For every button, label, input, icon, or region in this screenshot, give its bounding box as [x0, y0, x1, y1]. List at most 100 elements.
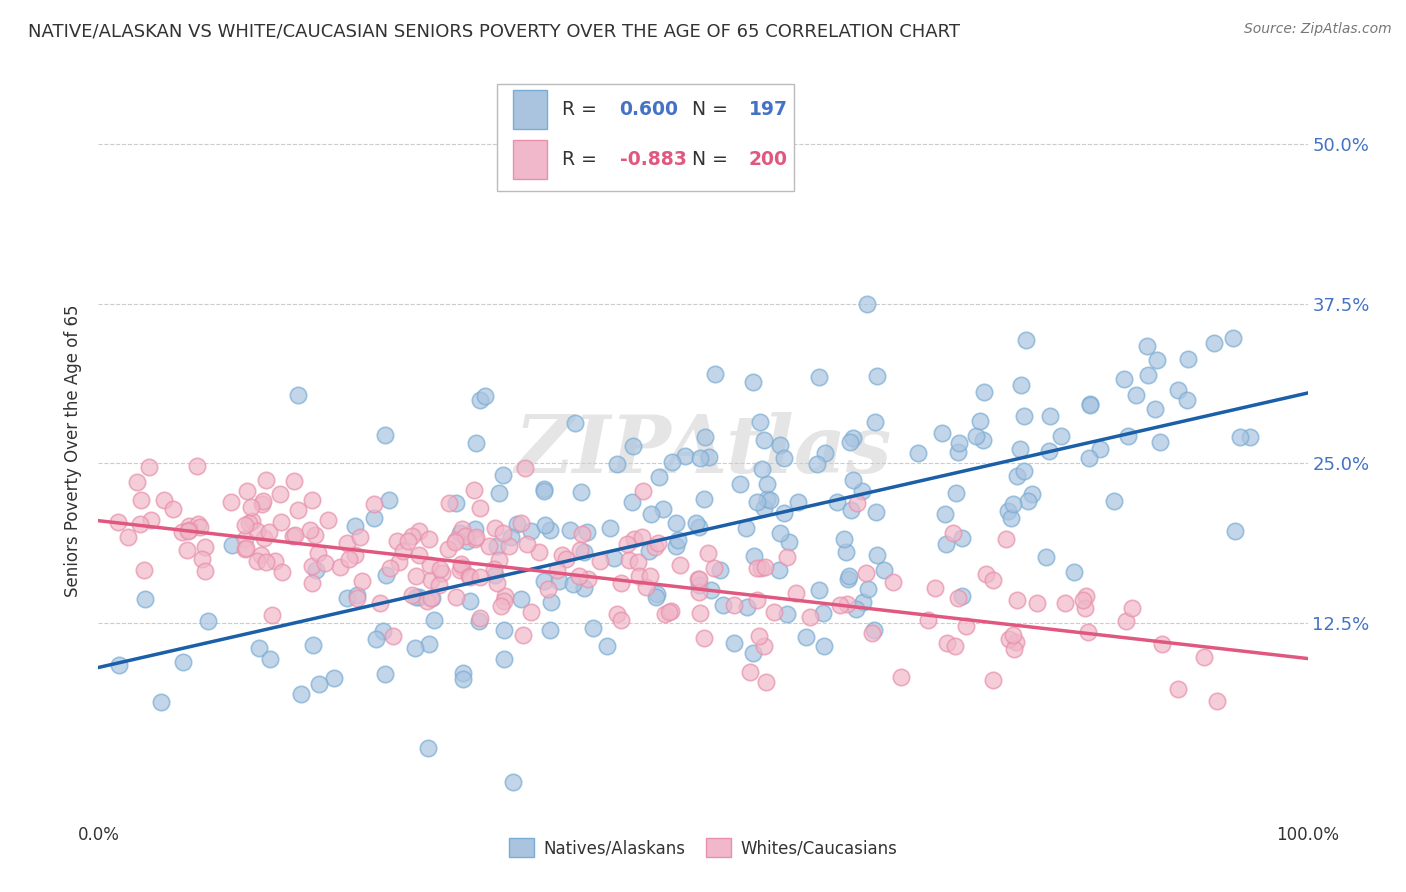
Point [468, 393, 491, 408]
Point [685, 516, 707, 530]
Point [464, 522, 486, 536]
Point [873, 563, 896, 577]
Point [134, 592, 156, 607]
Point [588, 554, 610, 568]
Point [1002, 628, 1025, 642]
Point [254, 473, 277, 487]
Point [890, 670, 912, 684]
Point [834, 545, 856, 559]
Point [1078, 397, 1101, 411]
Point [287, 502, 309, 516]
Point [456, 533, 478, 548]
Point [1175, 392, 1198, 407]
Point [450, 557, 472, 571]
Point [695, 430, 717, 444]
Legend: Natives/Alaskans, Whites/Caucasians: Natives/Alaskans, Whites/Caucasians [502, 831, 904, 864]
Point [235, 541, 257, 556]
Point [1001, 497, 1024, 511]
Point [305, 563, 328, 577]
Point [388, 555, 411, 569]
Point [1112, 372, 1135, 386]
Point [281, 529, 304, 543]
Point [735, 599, 758, 614]
Point [269, 487, 291, 501]
Point [851, 484, 873, 499]
Point [343, 548, 366, 562]
Point [385, 534, 408, 549]
Point [659, 604, 682, 618]
Point [704, 368, 727, 382]
Text: 0.600: 0.600 [620, 100, 679, 119]
Point [510, 592, 533, 607]
Point [1116, 428, 1139, 442]
Point [546, 563, 568, 577]
Point [976, 566, 998, 581]
Point [378, 493, 401, 508]
Point [756, 477, 779, 491]
Point [948, 436, 970, 450]
Point [451, 672, 474, 686]
Point [942, 525, 965, 540]
Point [107, 657, 129, 672]
Point [467, 615, 489, 629]
Point [1004, 635, 1026, 649]
Point [1076, 589, 1098, 603]
FancyBboxPatch shape [513, 140, 547, 178]
Point [474, 389, 496, 403]
Point [665, 539, 688, 553]
Point [1008, 442, 1031, 456]
Point [450, 523, 472, 537]
Point [416, 593, 439, 607]
Point [308, 677, 330, 691]
Point [1204, 335, 1226, 350]
Point [240, 514, 263, 528]
Point [538, 523, 561, 537]
Point [631, 530, 654, 544]
Point [336, 591, 359, 605]
Point [950, 531, 973, 545]
Point [1063, 565, 1085, 579]
Point [1225, 524, 1247, 539]
Point [842, 473, 865, 487]
Point [364, 632, 387, 646]
Point [420, 591, 443, 605]
Point [177, 523, 200, 537]
Point [735, 521, 758, 535]
Point [776, 550, 799, 565]
Point [444, 533, 467, 547]
Point [443, 535, 465, 549]
Point [270, 565, 292, 579]
Point [569, 543, 592, 558]
Point [841, 503, 863, 517]
Text: 200: 200 [749, 150, 787, 169]
Point [316, 513, 339, 527]
Point [969, 414, 991, 428]
Point [696, 545, 718, 559]
Point [814, 446, 837, 460]
Point [548, 574, 571, 588]
Point [768, 563, 790, 577]
Point [863, 416, 886, 430]
Point [571, 527, 593, 541]
Point [470, 570, 492, 584]
Point [236, 483, 259, 498]
Point [827, 494, 849, 508]
Point [430, 566, 453, 580]
Point [1077, 625, 1099, 640]
Point [129, 493, 152, 508]
Point [444, 590, 467, 604]
Point [375, 567, 398, 582]
Point [807, 583, 830, 598]
Text: R =: R = [561, 150, 602, 169]
Point [860, 626, 883, 640]
Point [346, 588, 368, 602]
Point [640, 507, 662, 521]
Point [429, 562, 451, 576]
Point [709, 563, 731, 577]
Point [855, 566, 877, 581]
Point [945, 486, 967, 500]
Point [172, 655, 194, 669]
Point [1000, 511, 1022, 525]
Point [418, 741, 440, 756]
Point [997, 632, 1019, 647]
